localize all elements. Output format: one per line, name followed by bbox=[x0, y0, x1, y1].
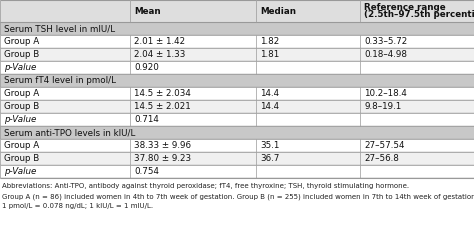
Bar bbox=[0, 165, 130, 178]
Bar bbox=[256, 35, 360, 48]
Text: 10.2–18.4: 10.2–18.4 bbox=[364, 89, 407, 98]
Text: Group B: Group B bbox=[4, 102, 39, 111]
Text: (2.5th–97.5th percentile): (2.5th–97.5th percentile) bbox=[364, 10, 474, 19]
Text: 38.33 ± 9.96: 38.33 ± 9.96 bbox=[134, 141, 191, 150]
Text: Group B: Group B bbox=[4, 50, 39, 59]
Text: Median: Median bbox=[260, 6, 296, 15]
Text: Group A: Group A bbox=[4, 89, 39, 98]
Bar bbox=[256, 113, 360, 126]
Bar bbox=[130, 87, 256, 100]
Bar bbox=[0, 22, 474, 35]
Bar bbox=[256, 139, 360, 152]
Bar bbox=[256, 61, 360, 74]
Text: 27–56.8: 27–56.8 bbox=[364, 154, 399, 163]
Text: Group B: Group B bbox=[4, 154, 39, 163]
Bar bbox=[0, 126, 474, 139]
Text: 0.754: 0.754 bbox=[134, 167, 159, 176]
Bar bbox=[256, 165, 360, 178]
Text: 27–57.54: 27–57.54 bbox=[364, 141, 405, 150]
Bar bbox=[360, 100, 474, 113]
Bar bbox=[130, 48, 256, 61]
Bar bbox=[0, 61, 130, 74]
Text: 14.4: 14.4 bbox=[260, 102, 279, 111]
Text: Serum fT4 level in pmol/L: Serum fT4 level in pmol/L bbox=[4, 76, 116, 85]
Text: 2.04 ± 1.33: 2.04 ± 1.33 bbox=[134, 50, 186, 59]
Text: 9.8–19.1: 9.8–19.1 bbox=[364, 102, 401, 111]
Text: 14.4: 14.4 bbox=[260, 89, 279, 98]
Bar bbox=[360, 48, 474, 61]
Bar bbox=[360, 152, 474, 165]
Text: p-Value: p-Value bbox=[4, 115, 36, 124]
Bar bbox=[130, 139, 256, 152]
Text: 35.1: 35.1 bbox=[260, 141, 279, 150]
Text: 1.81: 1.81 bbox=[260, 50, 279, 59]
Bar bbox=[360, 165, 474, 178]
Bar bbox=[256, 152, 360, 165]
Bar bbox=[130, 152, 256, 165]
Text: 0.920: 0.920 bbox=[134, 63, 159, 72]
Text: Mean: Mean bbox=[134, 6, 161, 15]
Bar bbox=[256, 0, 360, 22]
Bar bbox=[256, 100, 360, 113]
Text: p-Value: p-Value bbox=[4, 167, 36, 176]
Bar bbox=[130, 35, 256, 48]
Text: Group A: Group A bbox=[4, 141, 39, 150]
Bar bbox=[360, 113, 474, 126]
Bar bbox=[256, 87, 360, 100]
Text: 0.714: 0.714 bbox=[134, 115, 159, 124]
Bar bbox=[360, 0, 474, 22]
Bar bbox=[0, 87, 130, 100]
Bar bbox=[256, 48, 360, 61]
Bar bbox=[360, 35, 474, 48]
Text: Abbreviations: Anti-TPO, antibody against thyroid peroxidase; fT4, free thyroxin: Abbreviations: Anti-TPO, antibody agains… bbox=[2, 183, 409, 189]
Text: Group A (n = 86) included women in 4th to 7th week of gestation. Group B (n = 25: Group A (n = 86) included women in 4th t… bbox=[2, 193, 474, 200]
Text: 1 pmol/L = 0.078 ng/dL; 1 kIU/L = 1 mIU/L.: 1 pmol/L = 0.078 ng/dL; 1 kIU/L = 1 mIU/… bbox=[2, 203, 153, 209]
Bar bbox=[0, 0, 130, 22]
Text: Serum TSH level in mIU/L: Serum TSH level in mIU/L bbox=[4, 24, 115, 33]
Text: 1.82: 1.82 bbox=[260, 37, 279, 46]
Text: Serum anti-TPO levels in kIU/L: Serum anti-TPO levels in kIU/L bbox=[4, 128, 136, 137]
Bar bbox=[0, 113, 130, 126]
Text: 0.33–5.72: 0.33–5.72 bbox=[364, 37, 408, 46]
Bar bbox=[0, 139, 130, 152]
Bar bbox=[360, 139, 474, 152]
Text: 14.5 ± 2.021: 14.5 ± 2.021 bbox=[134, 102, 191, 111]
Text: Reference range: Reference range bbox=[364, 3, 446, 12]
Text: 2.01 ± 1.42: 2.01 ± 1.42 bbox=[134, 37, 185, 46]
Text: p-Value: p-Value bbox=[4, 63, 36, 72]
Bar bbox=[0, 152, 130, 165]
Bar bbox=[130, 165, 256, 178]
Bar bbox=[360, 87, 474, 100]
Bar bbox=[130, 113, 256, 126]
Bar bbox=[0, 74, 474, 87]
Bar bbox=[360, 61, 474, 74]
Text: 36.7: 36.7 bbox=[260, 154, 279, 163]
Bar bbox=[0, 48, 130, 61]
Bar bbox=[0, 100, 130, 113]
Bar bbox=[0, 35, 130, 48]
Text: 0.18–4.98: 0.18–4.98 bbox=[364, 50, 407, 59]
Bar bbox=[130, 61, 256, 74]
Text: 37.80 ± 9.23: 37.80 ± 9.23 bbox=[134, 154, 191, 163]
Bar bbox=[130, 100, 256, 113]
Text: Group A: Group A bbox=[4, 37, 39, 46]
Bar bbox=[130, 0, 256, 22]
Text: 14.5 ± 2.034: 14.5 ± 2.034 bbox=[134, 89, 191, 98]
